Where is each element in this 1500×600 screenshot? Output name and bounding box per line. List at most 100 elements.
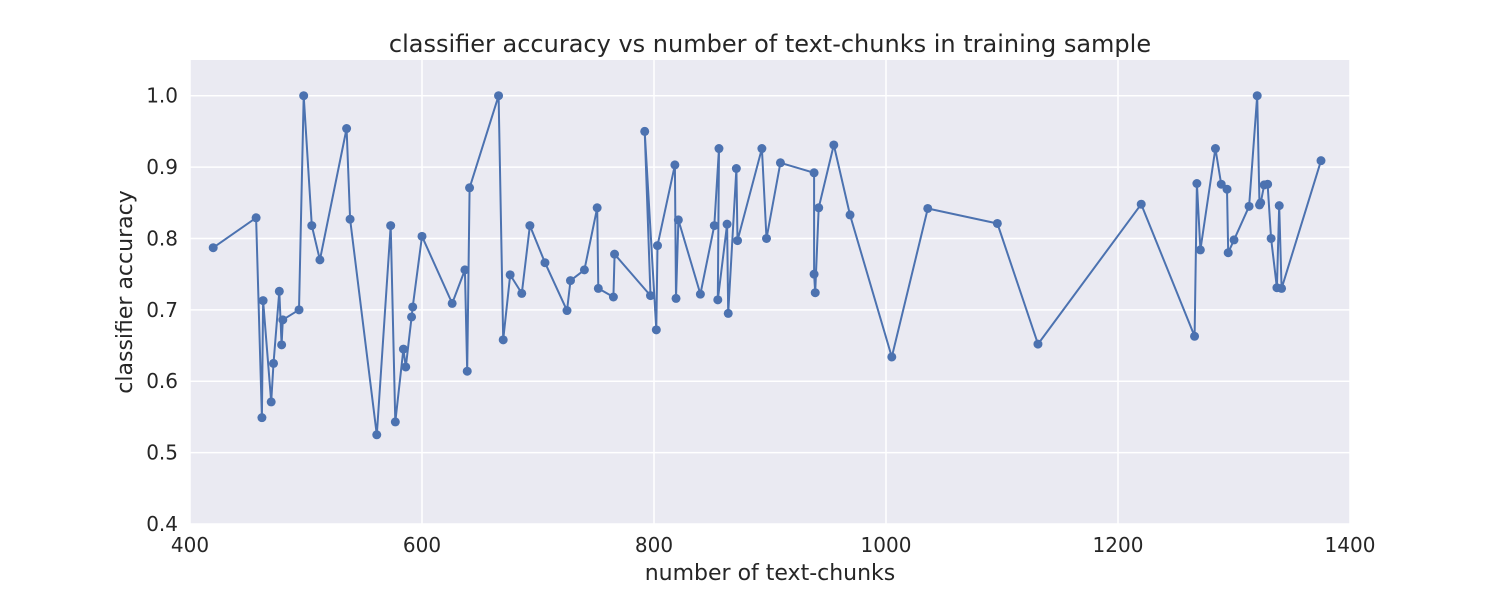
series-layer — [208, 91, 1326, 440]
y-tick-label: 0.6 — [146, 369, 178, 393]
data-point — [274, 286, 284, 296]
data-point — [713, 295, 723, 305]
y-tick-label: 1.0 — [146, 84, 178, 108]
y-tick-labels: 0.4 0.5 0.6 0.7 0.8 0.9 1.0 — [146, 84, 178, 536]
data-point — [1266, 233, 1276, 243]
y-axis-label: classifier accuracy — [113, 190, 138, 393]
data-point — [505, 270, 515, 280]
data-point — [401, 362, 411, 372]
y-tick-label: 0.5 — [146, 441, 178, 465]
data-point — [525, 221, 535, 231]
data-point — [408, 302, 418, 312]
data-point — [814, 203, 824, 213]
data-point — [723, 308, 733, 318]
data-point — [345, 214, 355, 224]
data-point — [386, 221, 396, 231]
series-line — [212, 94, 1322, 436]
data-point — [762, 233, 772, 243]
data-point — [251, 213, 261, 223]
data-point — [417, 231, 427, 241]
data-point — [269, 358, 279, 368]
data-point — [731, 164, 741, 174]
data-point — [494, 91, 504, 101]
data-point — [342, 124, 352, 134]
x-tick-label: 800 — [635, 533, 673, 557]
data-point — [810, 288, 820, 298]
data-point — [372, 430, 382, 440]
data-point — [887, 352, 897, 362]
y-tick-label: 0.8 — [146, 226, 178, 250]
data-point — [652, 241, 662, 251]
x-tick-labels: 400 600 800 1000 1200 1400 — [171, 533, 1376, 557]
data-point — [610, 249, 620, 259]
data-point — [1229, 235, 1239, 245]
data-point — [1277, 283, 1287, 293]
x-tick-label: 600 — [403, 533, 441, 557]
data-point — [407, 312, 417, 322]
data-point — [1195, 245, 1205, 255]
plot-area — [190, 60, 1350, 524]
data-point — [562, 306, 572, 316]
data-point — [640, 126, 650, 136]
data-point — [398, 344, 408, 354]
data-point — [299, 91, 309, 101]
x-tick-label: 400 — [171, 533, 209, 557]
data-point — [1263, 179, 1273, 189]
data-point — [1244, 201, 1254, 211]
data-point — [670, 160, 680, 170]
data-point — [1222, 184, 1232, 194]
x-axis-label: number of text-chunks — [645, 561, 896, 586]
data-point — [390, 417, 400, 427]
data-point — [1192, 178, 1202, 188]
data-point — [673, 215, 683, 225]
data-point — [315, 255, 325, 265]
data-point — [714, 144, 724, 154]
data-point — [447, 298, 457, 308]
chart-title: classifier accuracy vs number of text-ch… — [389, 30, 1151, 58]
data-point — [565, 276, 575, 286]
data-point — [1256, 198, 1266, 208]
data-point — [651, 325, 661, 335]
data-point — [465, 183, 475, 193]
data-point — [498, 335, 508, 345]
data-point — [809, 168, 819, 178]
data-point — [1252, 91, 1262, 101]
data-point — [307, 221, 317, 231]
data-point — [722, 219, 732, 229]
data-point — [462, 366, 472, 376]
data-point — [923, 203, 933, 213]
data-point — [266, 397, 276, 407]
data-point — [592, 203, 602, 213]
data-point — [258, 296, 268, 306]
data-point — [540, 258, 550, 268]
data-point — [579, 265, 589, 275]
data-point — [829, 140, 839, 150]
data-point — [809, 269, 819, 279]
data-point — [257, 413, 267, 423]
data-point — [646, 291, 656, 301]
data-point — [608, 292, 618, 302]
data-point — [992, 218, 1002, 228]
data-point — [1274, 201, 1284, 211]
data-point — [460, 265, 470, 275]
data-point — [1223, 248, 1233, 258]
data-point — [277, 340, 287, 350]
x-tick-label: 1000 — [861, 533, 912, 557]
x-tick-label: 1400 — [1325, 533, 1376, 557]
data-point — [208, 243, 218, 253]
data-point — [757, 144, 767, 154]
data-point — [1316, 156, 1326, 166]
data-point — [709, 221, 719, 231]
data-point — [1190, 331, 1200, 341]
data-point — [845, 210, 855, 220]
data-point — [294, 305, 304, 315]
data-point — [695, 289, 705, 299]
data-point — [1136, 199, 1146, 209]
data-point — [1033, 339, 1043, 349]
data-point — [1210, 144, 1220, 154]
y-tick-label: 0.7 — [146, 298, 178, 322]
data-point — [775, 158, 785, 168]
data-point — [593, 283, 603, 293]
